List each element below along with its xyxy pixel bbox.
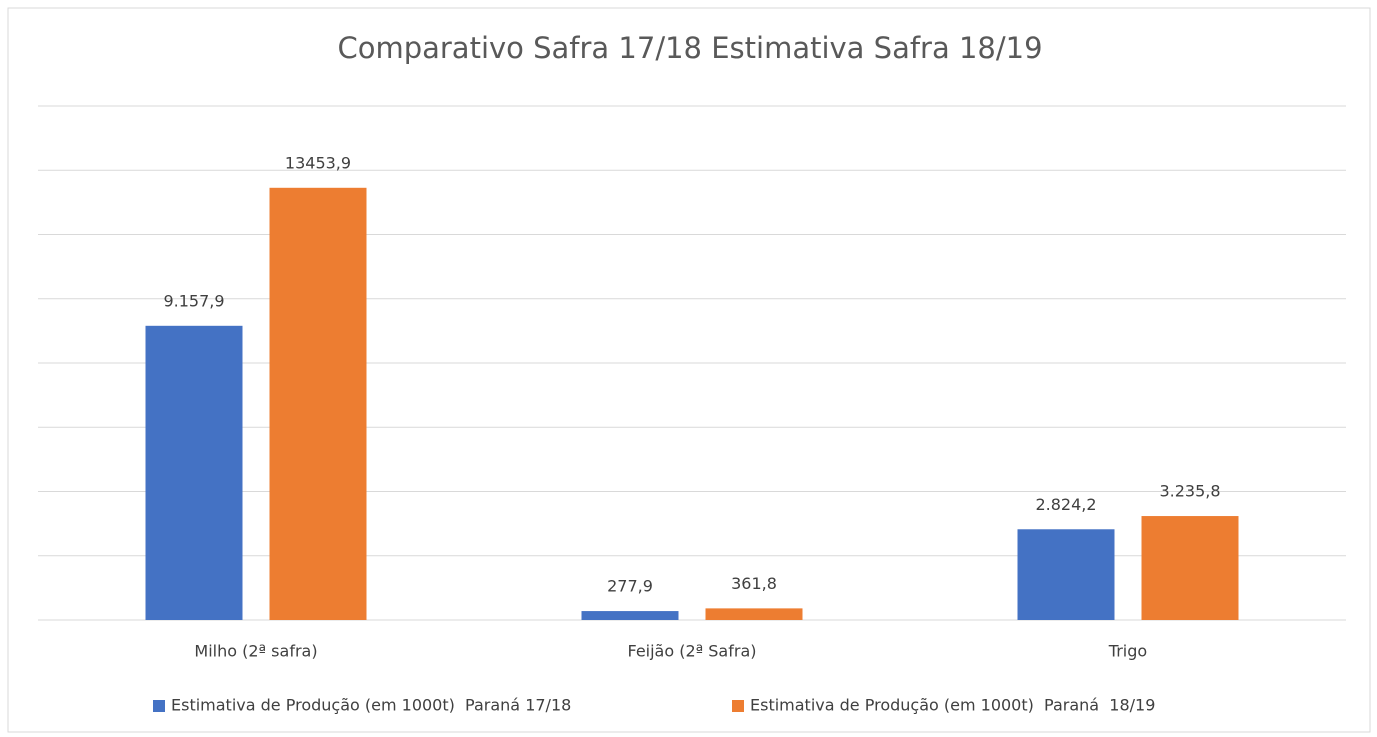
bar <box>581 611 679 620</box>
data-label: 13453,9 <box>285 153 351 172</box>
data-label: 277,9 <box>607 577 653 596</box>
legend-swatch <box>732 700 744 712</box>
data-label: 3.235,8 <box>1159 482 1220 501</box>
data-label: 361,8 <box>731 574 777 593</box>
x-tick-label: Feijão (2ª Safra) <box>627 642 756 661</box>
bar <box>705 608 803 620</box>
legend-label: Estimativa de Produção (em 1000t) Paraná… <box>171 696 571 715</box>
x-tick-label: Trigo <box>1108 642 1147 661</box>
bar <box>1141 516 1239 620</box>
legend-label: Estimativa de Produção (em 1000t) Paraná… <box>750 696 1155 715</box>
data-label: 2.824,2 <box>1035 495 1096 514</box>
x-tick-label: Milho (2ª safra) <box>194 642 317 661</box>
data-label: 9.157,9 <box>163 291 224 310</box>
bar <box>269 187 367 620</box>
legend-swatch <box>153 700 165 712</box>
chart-title: Comparativo Safra 17/18 Estimativa Safra… <box>337 31 1042 65</box>
bar <box>145 325 243 620</box>
bar <box>1017 529 1115 620</box>
